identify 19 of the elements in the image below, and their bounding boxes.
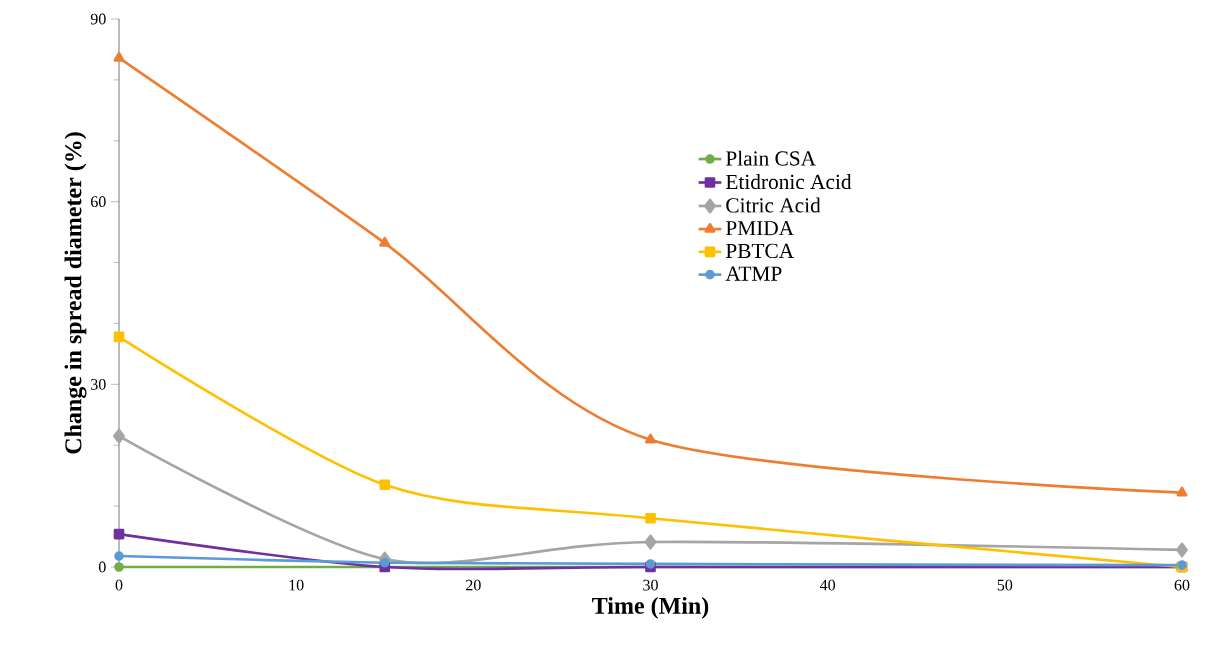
y-tick-label: 90 — [90, 13, 106, 25]
y-tick-label: 30 — [91, 378, 106, 390]
x-tick-label: 40 — [819, 579, 836, 591]
x-tick-label: 20 — [466, 579, 481, 591]
legend-label: ATMP — [725, 266, 782, 281]
x-tick-label: 50 — [997, 579, 1013, 591]
legend-label: Plain CSA — [725, 150, 816, 166]
legend-label: PBTCA — [725, 243, 794, 259]
x-axis-title: Time (Min) — [592, 596, 709, 619]
legend-label: PMIDA — [725, 221, 794, 236]
x-tick-label: 60 — [1174, 579, 1190, 591]
y-tick-label: 0 — [98, 561, 106, 573]
legend-label: Citric Acid — [726, 197, 821, 213]
x-tick-label: 0 — [115, 579, 123, 591]
y-tick-label: 60 — [90, 196, 106, 208]
legend-label: Etidronic Acid — [725, 174, 852, 190]
y-axis-title: Change in spread diameter (%) — [64, 132, 87, 454]
x-tick-label: 30 — [643, 579, 658, 591]
x-tick-label: 10 — [289, 579, 304, 591]
